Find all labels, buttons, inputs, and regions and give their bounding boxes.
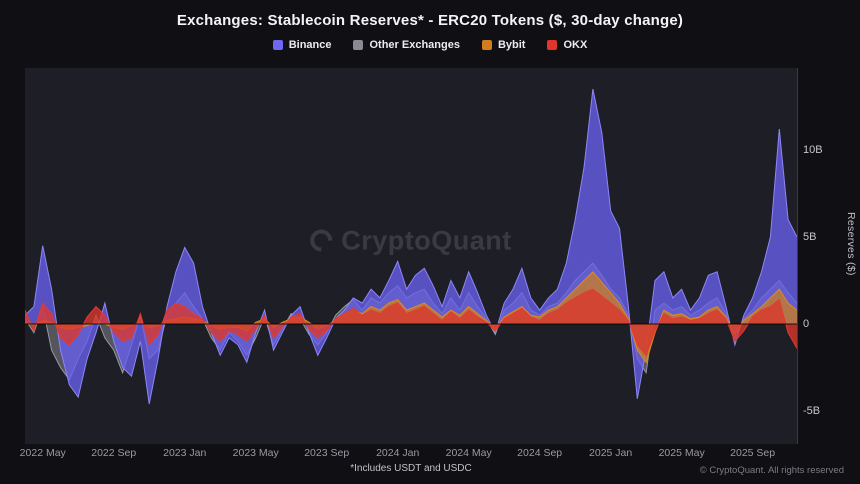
x-tick-label: 2022 May [19, 447, 66, 459]
x-tick-label: 2024 Sep [517, 447, 563, 459]
y-tick-label: 0 [803, 318, 810, 330]
legend-label: OKX [563, 39, 588, 51]
legend-item-other-exchanges[interactable]: Other Exchanges [353, 39, 460, 51]
plot-area[interactable]: CryptoQuant [25, 68, 797, 444]
series-binance-area [25, 89, 797, 404]
y-axis-line [797, 68, 798, 444]
y-axis-title: Reserves ($) [845, 212, 857, 276]
legend-item-binance[interactable]: Binance [272, 39, 332, 51]
okx-swatch-icon [547, 40, 558, 50]
y-tick-label: -5B [803, 405, 821, 417]
y-tick-label: 10B [803, 144, 823, 156]
legend-item-bybit[interactable]: Bybit [481, 39, 526, 51]
legend-item-okx[interactable]: OKX [547, 39, 587, 51]
x-tick-label: 2022 Sep [91, 447, 137, 459]
x-tick-label: 2024 Jan [376, 447, 420, 459]
footnote: *Includes USDT and USDC [350, 463, 472, 474]
x-tick-label: 2025 Jan [589, 447, 633, 459]
x-tick-label: 2023 Jan [163, 447, 207, 459]
binance-swatch-icon [272, 40, 283, 50]
x-tick-label: 2025 May [658, 447, 705, 459]
x-tick-label: 2025 Sep [730, 447, 776, 459]
x-tick-label: 2023 Sep [304, 447, 350, 459]
legend-label: Binance [288, 39, 332, 51]
other-exchanges-swatch-icon [353, 40, 364, 50]
copyright: © CryptoQuant. All rights reserved [699, 465, 844, 476]
series-okx-line [25, 288, 797, 357]
x-tick-label: 2024 May [445, 447, 492, 459]
chart-canvas[interactable] [25, 68, 797, 444]
y-tick-label: 5B [803, 231, 817, 243]
series-binance-line [25, 88, 797, 405]
legend: Binance Other Exchanges Bybit OKX [0, 39, 860, 51]
bybit-swatch-icon [481, 40, 492, 50]
legend-label: Other Exchanges [369, 39, 460, 51]
x-tick-label: 2023 May [232, 447, 279, 459]
chart-title: Exchanges: Stablecoin Reserves* - ERC20 … [176, 12, 684, 29]
legend-label: Bybit [497, 39, 526, 51]
